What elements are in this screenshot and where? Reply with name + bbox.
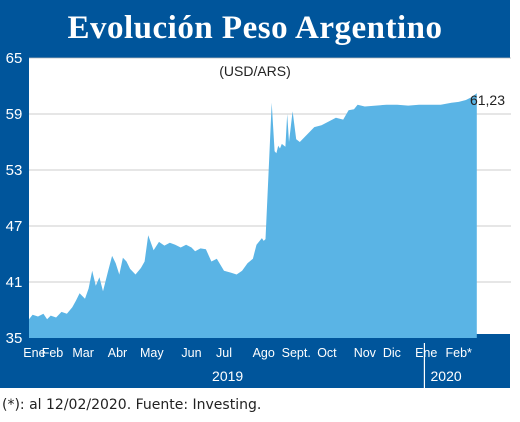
y-tick-label: 41 [6, 274, 23, 291]
x-tick-label: Sept. [282, 346, 311, 360]
x-tick-label: Mar [72, 346, 94, 360]
y-tick-label: 65 [6, 50, 23, 67]
year-label: 2019 [212, 368, 243, 384]
x-tick-label: Feb [42, 346, 64, 360]
x-tick-label: Ene [23, 346, 45, 360]
year-label: 2020 [431, 368, 462, 384]
x-tick-label: Oct [317, 346, 337, 360]
x-tick-label: May [140, 346, 164, 360]
x-tick-label: Ene [415, 346, 437, 360]
y-tick-label: 59 [6, 106, 23, 123]
area-series [29, 93, 477, 338]
x-tick-label: Ago [253, 346, 275, 360]
y-tick-label: 53 [6, 162, 23, 179]
x-tick-label: Nov [354, 346, 377, 360]
x-tick-label: Feb* [446, 346, 473, 360]
footnote-caption: (*): al 12/02/2020. Fuente: Investing. [2, 397, 262, 413]
x-tick-label: Dic [383, 346, 401, 360]
x-tick-label: Abr [108, 346, 127, 360]
y-tick-label: 47 [6, 218, 23, 235]
last-value-label: 61,23 [470, 92, 505, 108]
chart-title: Evolución Peso Argentino [67, 10, 443, 46]
chart-subtitle: (USD/ARS) [219, 63, 291, 79]
x-tick-label: Jun [181, 346, 201, 360]
x-tick-label: Jul [216, 346, 232, 360]
y-tick-label: 35 [6, 330, 23, 347]
